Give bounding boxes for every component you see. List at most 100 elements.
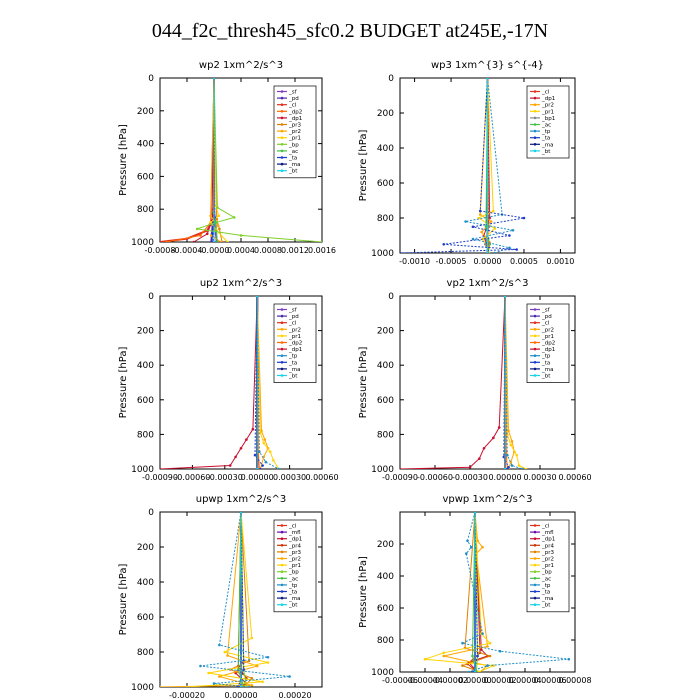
x-tick-label: 0.00000 (241, 473, 274, 482)
series-point (210, 240, 213, 242)
legend-label: _bt (541, 149, 551, 155)
legend-marker (280, 367, 284, 371)
legend-marker (533, 308, 537, 311)
series-line (186, 512, 269, 687)
series-point (232, 216, 236, 219)
series-point (218, 643, 221, 647)
legend-marker (533, 143, 537, 146)
y-tick-label: 400 (377, 572, 394, 582)
y-tick-label: 600 (137, 172, 154, 182)
x-tick-label: 0.0000 (474, 257, 502, 266)
series-group (160, 296, 281, 469)
legend-marker (280, 156, 284, 159)
series-point (482, 446, 486, 450)
x-tick-label: 0.00006 (533, 676, 566, 685)
x-tick-label: 0.0005 (510, 257, 538, 266)
series-point (242, 668, 245, 671)
legend-label: _dp1 (288, 347, 302, 353)
series-point (250, 636, 254, 640)
series-point (493, 251, 497, 253)
series-point (486, 664, 489, 667)
legend-label: _pr1 (541, 109, 554, 115)
y-tick-label: 800 (137, 205, 154, 215)
series-group (160, 512, 291, 687)
legend-marker (280, 583, 284, 587)
legend-label: _pr2 (288, 129, 301, 135)
legend-label: _dp2 (288, 341, 302, 347)
y-tick-label: 600 (377, 604, 394, 614)
series-point (466, 539, 469, 543)
legend-marker (533, 354, 537, 358)
legend-marker (280, 143, 284, 146)
legend-marker (533, 96, 537, 100)
legend-label: _bt (288, 169, 298, 175)
legend-marker (280, 347, 284, 351)
legend-label: _cl (288, 103, 297, 109)
x-tick-label: -0.00020 (169, 691, 205, 700)
x-tick-label: 0.00008 (558, 676, 591, 685)
panel-1: wp2 1xm^2/s^3 Pressure [hPa] 0 200 400 600 800… (118, 60, 336, 255)
series-point (481, 237, 485, 241)
series-point (473, 670, 477, 672)
legend-marker (280, 314, 284, 318)
legend-label: _pd (288, 96, 299, 102)
series-point (160, 240, 162, 242)
series-point (511, 228, 515, 232)
legend-label: _pr2 (541, 103, 554, 109)
y-tick-label: 0 (148, 292, 154, 302)
legend-label: _cl (288, 321, 297, 327)
legend-marker (280, 129, 284, 133)
legend-marker (533, 530, 537, 534)
legend-marker (533, 136, 537, 139)
y-tick-label: 400 (137, 578, 154, 588)
x-tick-label: -0.00004 (407, 676, 443, 685)
series-point (502, 455, 506, 459)
legend-label: _ta (288, 590, 297, 596)
series-point (478, 209, 482, 213)
legend-marker (280, 123, 284, 126)
series-line (400, 78, 525, 253)
series-point (209, 221, 212, 224)
series-point (400, 251, 402, 253)
x-tick-label: 0.0004 (227, 246, 255, 255)
legend-label: _ta (288, 156, 297, 162)
legend-label: _ma (541, 367, 553, 373)
x-tick-label: -0.0004 (172, 246, 203, 255)
x-tick-label: -0.00002 (432, 676, 468, 685)
legend-marker (533, 550, 537, 554)
series-group (400, 296, 528, 469)
x-tick-label: 0.00060 (558, 473, 591, 482)
panel-title: vpwp 1xm^2/s^3 (442, 494, 532, 505)
y-tick-label: 0 (148, 508, 154, 518)
series-point (268, 450, 272, 454)
legend-label: _ma (288, 367, 300, 373)
series-point (261, 464, 264, 467)
legend-marker (280, 590, 284, 593)
x-tick-label: -0.00006 (382, 676, 418, 685)
legend-marker (533, 149, 537, 153)
series-point (259, 467, 262, 469)
legend-marker (533, 110, 537, 113)
y-tick-label: 1000 (131, 238, 154, 248)
x-tick-label: 0.0012 (281, 246, 309, 255)
x-tick-label: 0.00030 (523, 473, 556, 482)
series-point (442, 242, 446, 246)
legend-label: _bp (288, 142, 299, 148)
legend-marker (280, 136, 284, 139)
y-tick-label: 800 (137, 430, 154, 440)
legend-marker (280, 308, 284, 311)
series-point (461, 664, 464, 667)
series-point (199, 234, 202, 237)
series-point (263, 438, 267, 441)
series-point (493, 227, 497, 230)
series-point (255, 467, 259, 469)
series-point (478, 457, 481, 460)
legend-label: _ac (288, 576, 298, 582)
legend-label: _dp2 (288, 109, 302, 115)
series-point (212, 682, 216, 685)
panel-title: upwp 1xm^2/s^3 (196, 494, 286, 505)
series-point (509, 443, 513, 447)
y-axis-label: Pressure [hPa] (118, 124, 129, 196)
plot-frame (159, 295, 323, 470)
series-line (504, 296, 523, 469)
